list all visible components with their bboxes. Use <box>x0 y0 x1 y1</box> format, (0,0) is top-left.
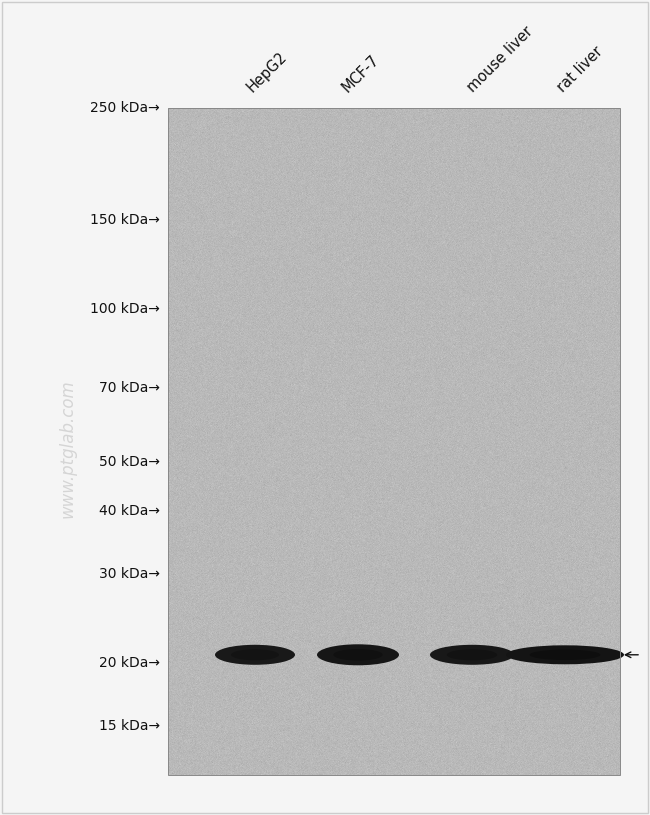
Ellipse shape <box>231 650 279 660</box>
Bar <box>168 108 620 775</box>
Text: www.ptglab.com: www.ptglab.com <box>59 379 77 518</box>
Text: 15 kDa→: 15 kDa→ <box>99 719 160 733</box>
Text: 20 kDa→: 20 kDa→ <box>99 656 160 670</box>
Text: mouse liver: mouse liver <box>464 24 536 95</box>
Text: 250 kDa→: 250 kDa→ <box>90 101 160 115</box>
Ellipse shape <box>430 645 514 665</box>
Ellipse shape <box>506 645 624 664</box>
Ellipse shape <box>333 649 383 661</box>
Ellipse shape <box>447 650 497 660</box>
Text: HepG2: HepG2 <box>244 49 291 95</box>
Ellipse shape <box>317 645 399 665</box>
Text: MCF-7: MCF-7 <box>339 52 382 95</box>
Text: 40 kDa→: 40 kDa→ <box>99 504 160 518</box>
Text: 100 kDa→: 100 kDa→ <box>90 302 160 316</box>
Text: rat liver: rat liver <box>554 44 606 95</box>
Text: 70 kDa→: 70 kDa→ <box>99 381 160 394</box>
Ellipse shape <box>215 645 295 665</box>
Ellipse shape <box>530 650 601 660</box>
Text: 50 kDa→: 50 kDa→ <box>99 455 160 469</box>
Text: 150 kDa→: 150 kDa→ <box>90 214 160 227</box>
Text: 30 kDa→: 30 kDa→ <box>99 566 160 581</box>
